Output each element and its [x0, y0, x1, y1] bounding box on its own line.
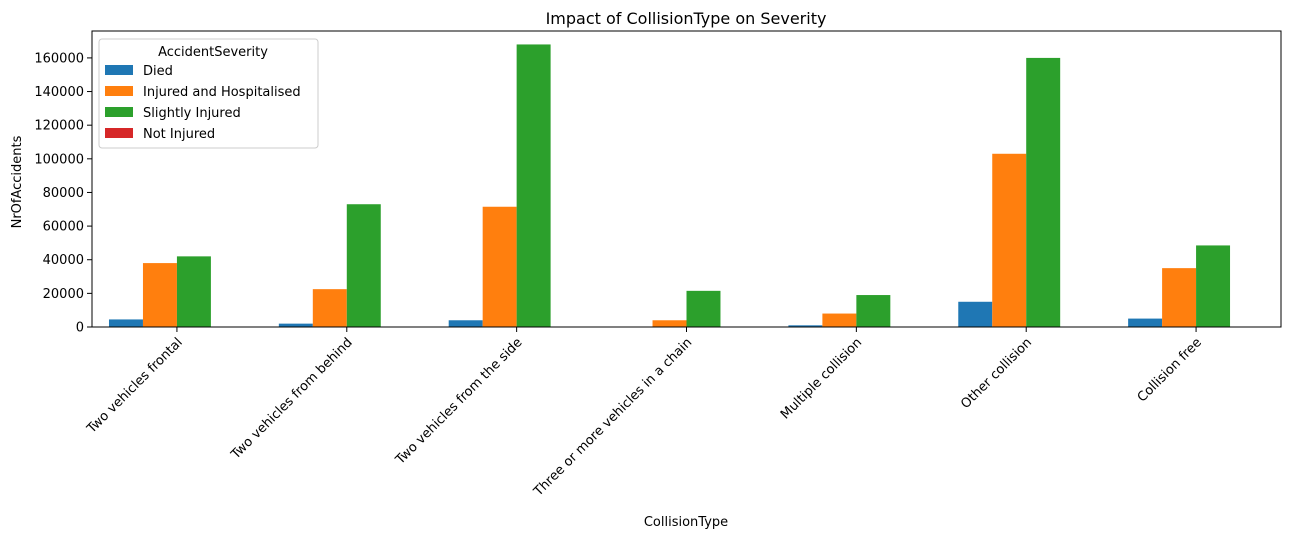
x-tick-label: Other collision [958, 335, 1035, 412]
plot-area-frame [91, 30, 1282, 328]
bar-slightly-injured-two-vehicles-from-behind [346, 204, 381, 327]
x-tick-label: Two vehicles frontal [84, 335, 186, 437]
x-tick-label: Two vehicles from behind [228, 335, 356, 463]
y-tick-label: 160000 [34, 51, 84, 66]
x-tick-label: Three or more vehicles in a chain [530, 335, 695, 500]
x-tick-label: Two vehicles from the side [392, 335, 525, 468]
bar-injured-and-hospitalised-two-vehicles-from-the-side [482, 206, 517, 327]
legend-title: AccidentSeverity [158, 45, 268, 60]
bar-died-other-collision [958, 301, 993, 327]
chart-title: Impact of CollisionType on Severity [546, 9, 827, 28]
y-tick-label: 120000 [34, 119, 84, 134]
y-tick-label: 60000 [43, 220, 84, 235]
bar-injured-and-hospitalised-multiple-collision [822, 313, 857, 327]
x-tick-label: Multiple collision [778, 335, 865, 422]
y-tick-label: 20000 [43, 287, 84, 302]
bar-died-multiple-collision [788, 325, 823, 327]
legend: AccidentSeverity Died Injured and Hospita… [98, 38, 319, 149]
bar-died-two-vehicles-from-behind [278, 323, 313, 327]
bar-slightly-injured-collision-free [1196, 245, 1231, 327]
y-tick-label: 100000 [34, 152, 84, 167]
bar-died-collision-free [1128, 318, 1163, 327]
bar-injured-and-hospitalised-two-vehicles-frontal [142, 263, 177, 327]
legend-frame [98, 38, 319, 149]
legend-swatch-slightly-injured [105, 107, 133, 117]
legend-swatch-injured-and-hospitalised [105, 86, 133, 96]
y-tick-label: 40000 [43, 253, 84, 268]
legend-label-not-injured: Not Injured [143, 127, 215, 142]
legend-swatch-not-injured [105, 128, 133, 138]
bar-injured-and-hospitalised-two-vehicles-from-behind [312, 289, 347, 327]
bar-died-two-vehicles-from-the-side [448, 320, 483, 327]
legend-label-slightly-injured: Slightly Injured [143, 106, 241, 121]
bar-slightly-injured-two-vehicles-from-the-side [516, 44, 551, 327]
bar-slightly-injured-two-vehicles-frontal [176, 256, 211, 327]
bar-died-two-vehicles-frontal [108, 319, 143, 327]
legend-label-injured-and-hospitalised: Injured and Hospitalised [143, 85, 301, 100]
bar-slightly-injured-other-collision [1026, 57, 1061, 327]
legend-swatch-died [105, 65, 133, 75]
y-tick-label: 0 [76, 321, 84, 336]
bar-slightly-injured-multiple-collision [856, 295, 891, 327]
y-tick-label: 80000 [43, 186, 84, 201]
bars-layer [108, 44, 1231, 327]
bar-injured-and-hospitalised-collision-free [1162, 268, 1197, 327]
bar-injured-and-hospitalised-other-collision [992, 153, 1027, 327]
x-axis-title: CollisionType [644, 515, 728, 530]
bar-slightly-injured-three-or-more-vehicles-in-a-chain [686, 290, 721, 327]
y-axis-title: NrOfAccidents [10, 135, 25, 228]
bar-injured-and-hospitalised-three-or-more-vehicles-in-a-chain [652, 320, 687, 327]
legend-label-died: Died [143, 64, 173, 79]
x-tick-label: Collision free [1135, 335, 1205, 405]
y-tick-label: 140000 [34, 85, 84, 100]
